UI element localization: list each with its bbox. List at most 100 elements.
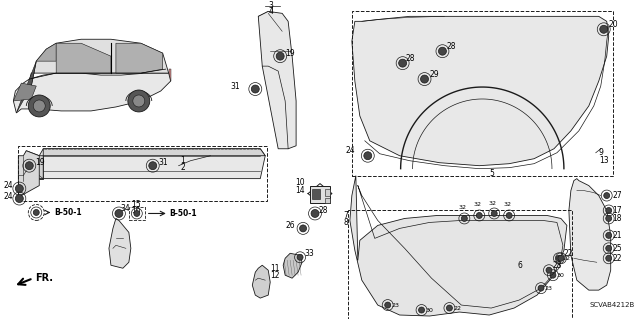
Circle shape — [385, 302, 390, 308]
Circle shape — [276, 52, 284, 60]
Text: 23: 23 — [553, 261, 563, 270]
Text: FR.: FR. — [35, 273, 53, 283]
Circle shape — [297, 254, 303, 260]
Circle shape — [300, 225, 307, 232]
Circle shape — [15, 185, 23, 193]
Text: 17: 17 — [612, 206, 622, 215]
Polygon shape — [29, 39, 169, 86]
Polygon shape — [259, 11, 296, 149]
Polygon shape — [56, 43, 111, 73]
Text: 31: 31 — [159, 158, 168, 167]
Text: 32: 32 — [488, 201, 496, 205]
Circle shape — [148, 162, 157, 170]
Polygon shape — [19, 151, 39, 196]
Polygon shape — [252, 265, 270, 298]
Polygon shape — [13, 83, 36, 101]
Polygon shape — [39, 156, 44, 179]
Text: 22: 22 — [564, 249, 573, 258]
Text: 24: 24 — [345, 146, 355, 155]
Text: 25: 25 — [612, 244, 622, 253]
Text: 16: 16 — [131, 206, 140, 215]
Circle shape — [605, 232, 612, 238]
Text: 10: 10 — [296, 178, 305, 187]
Circle shape — [115, 210, 123, 218]
Circle shape — [546, 267, 552, 273]
Text: 29: 29 — [429, 70, 439, 78]
Circle shape — [133, 95, 145, 107]
Polygon shape — [325, 189, 330, 196]
Text: 22: 22 — [453, 306, 461, 311]
Polygon shape — [36, 43, 56, 61]
Circle shape — [420, 75, 429, 83]
Text: 5: 5 — [489, 169, 494, 178]
Bar — [348, 211, 572, 319]
Polygon shape — [13, 73, 171, 113]
Circle shape — [252, 85, 259, 93]
Circle shape — [604, 193, 610, 198]
Text: 30: 30 — [426, 308, 433, 313]
Polygon shape — [109, 219, 131, 268]
Text: 14: 14 — [296, 186, 305, 195]
Text: 2: 2 — [180, 163, 186, 172]
Text: 27: 27 — [612, 191, 622, 200]
Circle shape — [438, 47, 447, 55]
Circle shape — [461, 215, 467, 221]
Text: 33: 33 — [304, 249, 314, 258]
Text: 28: 28 — [318, 206, 328, 215]
Text: 21: 21 — [612, 231, 622, 240]
Text: 18: 18 — [612, 214, 622, 223]
Polygon shape — [283, 253, 302, 278]
Circle shape — [364, 152, 372, 160]
Text: 6: 6 — [517, 261, 522, 270]
Text: 1: 1 — [180, 156, 186, 165]
Polygon shape — [352, 16, 609, 166]
Circle shape — [15, 195, 23, 203]
Text: 22: 22 — [612, 254, 622, 263]
Circle shape — [605, 207, 612, 213]
Text: B-50-1: B-50-1 — [170, 209, 197, 218]
Circle shape — [33, 100, 45, 112]
Text: 23: 23 — [392, 302, 399, 308]
Text: 4: 4 — [268, 7, 273, 16]
Text: 23: 23 — [545, 286, 553, 291]
Circle shape — [28, 95, 50, 117]
Polygon shape — [44, 149, 265, 156]
Circle shape — [538, 285, 544, 291]
Circle shape — [556, 255, 562, 261]
Text: 30: 30 — [557, 273, 565, 278]
Text: 32: 32 — [458, 205, 467, 211]
Circle shape — [476, 212, 483, 219]
Polygon shape — [350, 176, 567, 316]
Text: 34: 34 — [121, 204, 131, 213]
Text: 20: 20 — [609, 20, 618, 29]
Text: 12: 12 — [270, 271, 280, 280]
Polygon shape — [116, 43, 163, 73]
Bar — [19, 146, 268, 201]
Text: 31: 31 — [231, 82, 241, 91]
Text: 32: 32 — [474, 203, 481, 207]
Text: 24: 24 — [3, 181, 13, 190]
Text: 28: 28 — [406, 54, 415, 63]
Polygon shape — [17, 61, 36, 113]
Text: 7: 7 — [343, 211, 348, 220]
Circle shape — [26, 162, 33, 170]
Text: 32: 32 — [503, 203, 511, 207]
Polygon shape — [259, 11, 275, 26]
Text: 26: 26 — [285, 221, 295, 230]
Text: 28: 28 — [447, 42, 456, 51]
Text: 15: 15 — [131, 200, 140, 209]
Circle shape — [419, 307, 424, 313]
Circle shape — [492, 211, 497, 217]
Text: 13: 13 — [599, 156, 609, 165]
Text: 19: 19 — [285, 49, 295, 58]
Polygon shape — [169, 69, 171, 81]
Circle shape — [605, 255, 612, 261]
Circle shape — [600, 25, 608, 33]
Polygon shape — [39, 149, 265, 179]
Polygon shape — [21, 151, 44, 179]
Polygon shape — [312, 189, 320, 198]
Circle shape — [399, 59, 406, 67]
Text: 22: 22 — [563, 256, 571, 261]
Polygon shape — [310, 186, 330, 203]
Text: SCVAB4212B: SCVAB4212B — [589, 302, 635, 308]
